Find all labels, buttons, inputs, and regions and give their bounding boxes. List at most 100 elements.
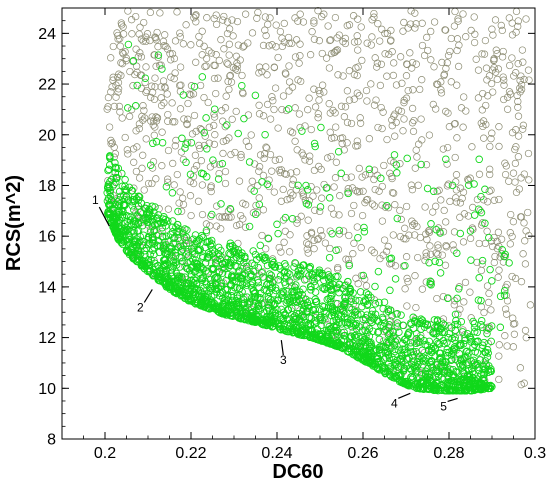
scatter-point: [443, 160, 451, 168]
scatter-point: [367, 41, 375, 49]
y-tick-label: 12: [38, 330, 56, 347]
scatter-point: [189, 90, 198, 98]
scatter-point: [294, 17, 302, 25]
pareto-point: [322, 308, 331, 316]
pareto-point: [350, 351, 359, 359]
scatter-point: [411, 24, 419, 32]
scatter-point: [509, 320, 518, 328]
scatter-point: [356, 119, 365, 127]
pareto-point: [186, 288, 194, 296]
pareto-point: [173, 220, 182, 229]
pareto-point: [251, 91, 260, 100]
pareto-point: [481, 357, 490, 365]
pareto-point: [359, 355, 367, 363]
scatter-point: [353, 223, 361, 231]
pareto-point: [231, 283, 239, 292]
scatter-point: [462, 107, 470, 115]
pareto-point: [222, 277, 230, 285]
pareto-point: [225, 242, 234, 251]
scatter-point: [114, 85, 123, 93]
pareto-point: [187, 138, 196, 147]
pareto-point: [427, 281, 435, 289]
scatter-point: [519, 250, 527, 258]
scatter-point: [525, 76, 533, 84]
scatter-point: [303, 239, 311, 247]
scatter-point: [224, 60, 232, 68]
scatter-point: [192, 18, 200, 26]
pareto-point: [126, 240, 134, 248]
scatter-point: [285, 78, 294, 86]
scatter-point: [291, 53, 300, 61]
scatter-point: [513, 91, 521, 100]
pareto-point: [496, 323, 505, 332]
pareto-point: [371, 282, 379, 291]
scatter-point: [399, 127, 407, 135]
pareto-point: [218, 159, 227, 168]
scatter-point: [310, 166, 319, 175]
scatter-point: [343, 139, 351, 147]
scatter-point: [288, 129, 297, 137]
scatter-point: [406, 20, 415, 28]
scatter-point: [232, 52, 241, 60]
scatter-point: [368, 33, 376, 41]
pareto-point: [363, 328, 372, 337]
scatter-point: [295, 110, 304, 118]
pareto-point: [313, 325, 322, 333]
scatter-point: [407, 7, 415, 15]
scatter-point: [278, 105, 286, 114]
scatter-point: [453, 134, 461, 142]
pareto-point: [296, 288, 304, 296]
scatter-point: [433, 187, 441, 196]
scatter-point: [498, 250, 506, 258]
scatter-point: [146, 36, 154, 45]
pareto-point: [474, 296, 483, 304]
pareto-point: [346, 320, 354, 328]
pareto-point: [289, 328, 297, 337]
scatter-point: [154, 43, 162, 51]
scatter-point: [368, 200, 377, 208]
pareto-point: [142, 208, 151, 217]
pareto-point: [139, 260, 148, 269]
scatter-point: [400, 235, 408, 243]
pareto-point: [325, 194, 334, 202]
pareto-point: [219, 294, 227, 302]
pareto-point: [146, 161, 155, 169]
pareto-point: [121, 175, 129, 184]
scatter-point: [235, 177, 244, 185]
scatter-point: [229, 32, 237, 40]
scatter-point: [451, 153, 459, 162]
scatter-point: [341, 103, 350, 111]
scatter-point: [299, 190, 307, 198]
pareto-point: [208, 264, 216, 273]
annotation-leader: [143, 289, 153, 303]
scatter-point: [391, 262, 400, 270]
pareto-point: [425, 384, 433, 392]
scatter-point: [202, 54, 211, 63]
pareto-point: [158, 138, 167, 147]
scatter-point: [294, 76, 302, 84]
scatter-point: [403, 60, 411, 69]
pareto-point: [187, 276, 195, 285]
scatter-point: [368, 16, 376, 24]
pareto-point: [251, 288, 260, 297]
scatter-point: [116, 42, 124, 50]
scatter-point: [242, 137, 250, 145]
pareto-point: [256, 295, 264, 303]
pareto-point: [238, 81, 246, 90]
pareto-point: [311, 288, 320, 296]
scatter-point: [429, 100, 437, 109]
scatter-point: [305, 94, 313, 102]
scatter-point: [176, 33, 184, 41]
scatter-point: [334, 263, 342, 272]
pareto-point: [271, 311, 279, 320]
scatter-point: [370, 175, 378, 184]
pareto-point: [249, 287, 258, 296]
pareto-point: [413, 357, 422, 366]
scatter-point: [129, 145, 138, 153]
scatter-point: [411, 272, 419, 280]
scatter-point: [443, 182, 452, 190]
scatter-point: [310, 19, 318, 27]
scatter-point: [112, 93, 120, 101]
pareto-point: [110, 180, 118, 189]
scatter-point: [178, 194, 187, 202]
